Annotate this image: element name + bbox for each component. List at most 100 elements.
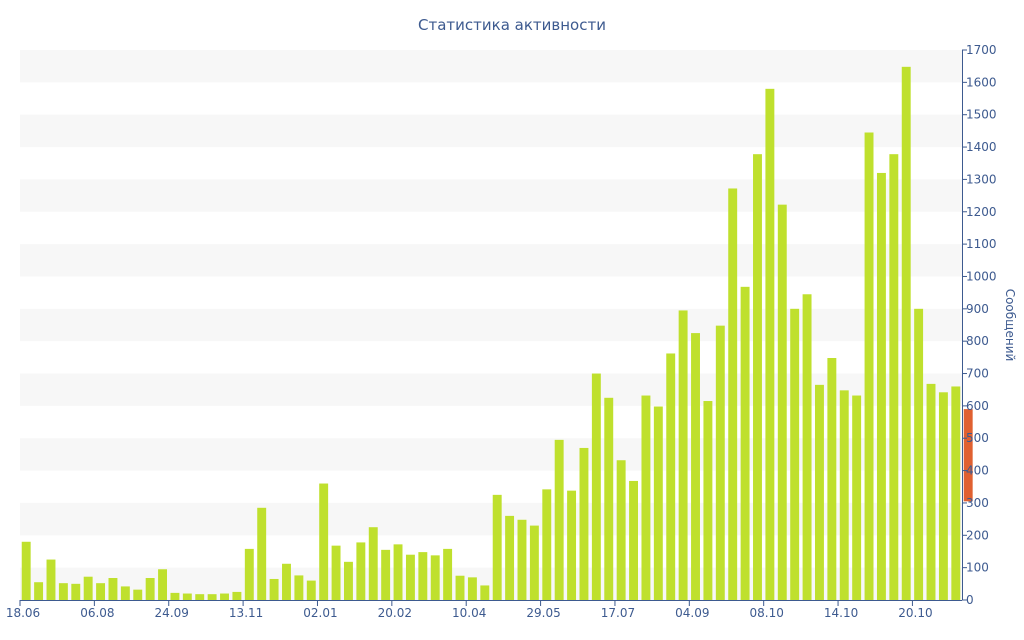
bar[interactable]	[901, 66, 911, 600]
bar[interactable]	[814, 384, 824, 600]
y-tick-label: 1100	[966, 237, 997, 251]
y-tick-label: 800	[966, 334, 989, 348]
bar[interactable]	[666, 353, 676, 600]
bars	[21, 66, 973, 601]
bar[interactable]	[691, 333, 700, 600]
bar[interactable]	[244, 548, 254, 600]
bar[interactable]	[96, 583, 106, 600]
bar[interactable]	[269, 578, 279, 600]
y-tick-label: 400	[966, 464, 989, 478]
bar[interactable]	[505, 515, 515, 600]
bar[interactable]	[220, 593, 229, 600]
bar[interactable]	[678, 310, 688, 600]
bar[interactable]	[207, 594, 217, 600]
x-tick-label: 24.09	[155, 606, 189, 620]
y-tick-label: 100	[966, 561, 989, 575]
bar[interactable]	[120, 586, 130, 600]
bar[interactable]	[914, 308, 924, 600]
bar[interactable]	[34, 582, 44, 600]
grid-band	[20, 114, 962, 148]
bar[interactable]	[257, 507, 267, 600]
bar[interactable]	[158, 569, 168, 600]
bar[interactable]	[926, 383, 936, 600]
bar[interactable]	[430, 555, 440, 600]
grid-band	[20, 244, 962, 277]
bar[interactable]	[170, 592, 180, 600]
bar[interactable]	[108, 578, 118, 600]
bar[interactable]	[492, 494, 502, 600]
bar[interactable]	[71, 583, 81, 600]
x-tick-label: 08.10	[750, 606, 784, 620]
bar[interactable]	[529, 525, 539, 600]
bar[interactable]	[294, 575, 304, 600]
bar[interactable]	[331, 545, 341, 600]
bar[interactable]	[83, 576, 93, 600]
bar[interactable]	[306, 580, 316, 600]
bar[interactable]	[21, 541, 31, 600]
bar[interactable]	[319, 483, 329, 600]
grid-band	[20, 179, 962, 212]
bar[interactable]	[728, 188, 738, 600]
current-bar[interactable]	[963, 409, 973, 502]
bar[interactable]	[381, 549, 391, 600]
bar[interactable]	[715, 325, 725, 600]
bar[interactable]	[777, 204, 787, 600]
y-tick-label: 200	[966, 528, 989, 542]
bar[interactable]	[517, 519, 527, 600]
bar[interactable]	[938, 392, 948, 600]
y-tick-label: 500	[966, 431, 989, 445]
y-tick-label: 1000	[966, 269, 997, 283]
chart-title: Статистика активности	[418, 16, 606, 34]
bar[interactable]	[46, 559, 56, 600]
bar[interactable]	[232, 591, 242, 600]
x-tick-label: 10.04	[452, 606, 486, 620]
bar[interactable]	[443, 548, 453, 600]
bar[interactable]	[405, 554, 415, 600]
bar[interactable]	[839, 390, 849, 600]
bar[interactable]	[951, 386, 961, 600]
x-tick-label: 20.02	[378, 606, 412, 620]
bar[interactable]	[195, 594, 205, 600]
bar[interactable]	[145, 578, 155, 600]
bar[interactable]	[653, 406, 663, 600]
bar[interactable]	[58, 583, 68, 600]
bar[interactable]	[554, 439, 564, 600]
bar[interactable]	[480, 585, 490, 600]
y-tick-label: 1200	[966, 205, 997, 219]
grid-band	[20, 308, 962, 342]
x-tick-label: 13.11	[229, 606, 263, 620]
bar[interactable]	[740, 286, 750, 600]
bar[interactable]	[629, 480, 639, 600]
bar[interactable]	[753, 154, 762, 601]
bar[interactable]	[542, 489, 552, 600]
bar[interactable]	[889, 154, 899, 601]
bar[interactable]	[343, 561, 353, 600]
bar[interactable]	[876, 172, 886, 601]
bar[interactable]	[604, 397, 614, 600]
bar[interactable]	[765, 88, 775, 600]
bar[interactable]	[356, 542, 366, 600]
bar[interactable]	[182, 593, 192, 600]
bar[interactable]	[467, 577, 477, 600]
bar[interactable]	[790, 308, 800, 600]
bar[interactable]	[591, 373, 601, 600]
y-tick-label: 1500	[966, 108, 997, 122]
bar[interactable]	[616, 460, 626, 600]
bar[interactable]	[567, 490, 577, 600]
bar[interactable]	[802, 294, 812, 600]
x-tick-label: 04.09	[675, 606, 709, 620]
bar[interactable]	[641, 395, 651, 600]
bar[interactable]	[579, 447, 589, 600]
y-tick-label: 1400	[966, 140, 997, 154]
bar[interactable]	[368, 527, 378, 600]
bar[interactable]	[418, 552, 428, 600]
bar[interactable]	[852, 395, 862, 600]
bar[interactable]	[133, 589, 143, 600]
bar[interactable]	[282, 563, 291, 600]
bar[interactable]	[393, 544, 403, 600]
bar[interactable]	[864, 132, 874, 601]
bar[interactable]	[703, 401, 713, 600]
bar[interactable]	[827, 358, 837, 600]
bar[interactable]	[455, 575, 465, 600]
